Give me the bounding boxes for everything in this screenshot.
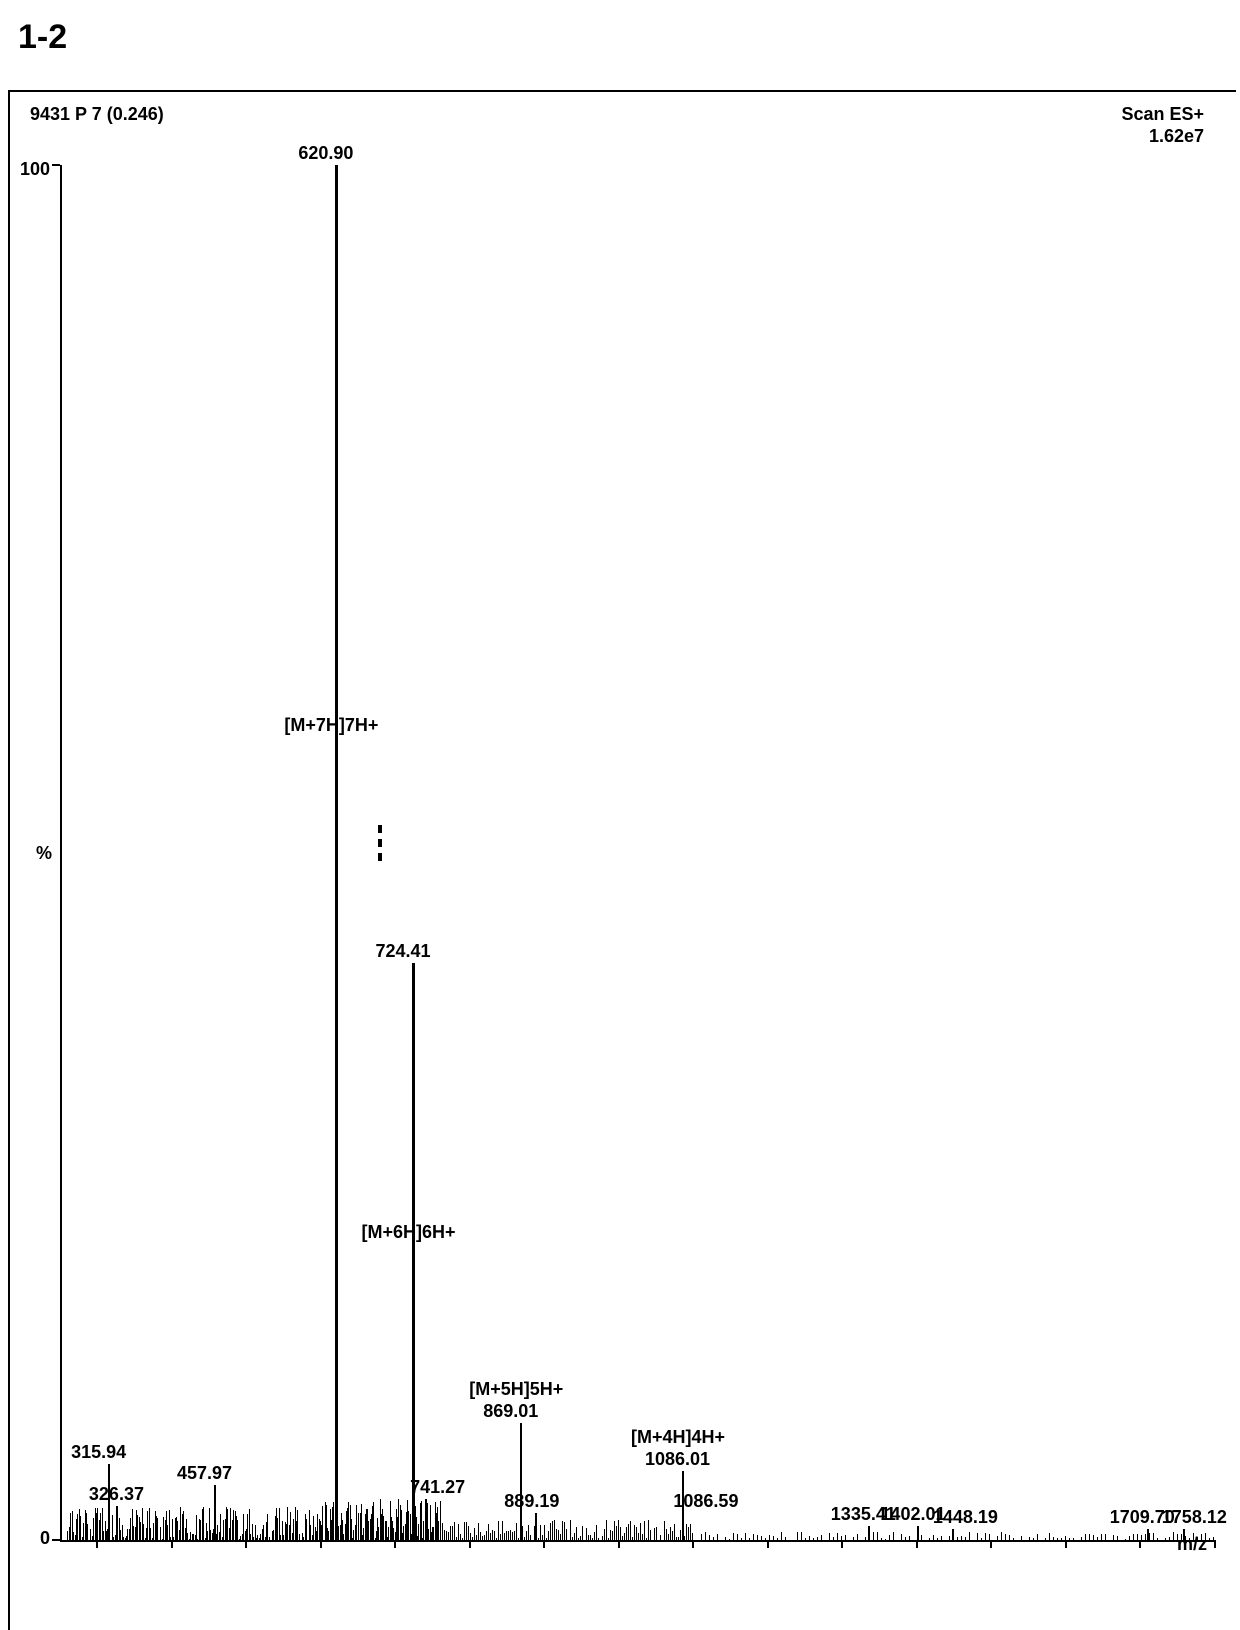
peak-annotation: [M+7H]7H+ bbox=[284, 715, 378, 736]
peak-mz-label: 620.90 bbox=[298, 143, 353, 164]
x-tick bbox=[469, 1540, 471, 1548]
spectrum-peak bbox=[412, 963, 415, 1541]
figure-title: 1-2 bbox=[18, 18, 67, 57]
x-tick bbox=[171, 1540, 173, 1548]
x-tick bbox=[320, 1540, 322, 1548]
spectrum-peak bbox=[868, 1526, 870, 1540]
x-tick bbox=[1139, 1540, 1141, 1548]
peak-mz-label: 741.27 bbox=[410, 1477, 465, 1498]
peak-mz-label: 1758.12 bbox=[1162, 1507, 1227, 1528]
x-tick bbox=[245, 1540, 247, 1548]
x-tick bbox=[692, 1540, 694, 1548]
x-tick bbox=[767, 1540, 769, 1548]
peak-annotation: [M+4H]4H+ bbox=[631, 1427, 725, 1448]
x-tick bbox=[990, 1540, 992, 1548]
peak-mz-label: 1086.01 bbox=[645, 1449, 710, 1470]
dotted-mark bbox=[378, 825, 382, 861]
spectrum-peak bbox=[214, 1485, 216, 1540]
y-tick-label: 0 bbox=[40, 1528, 50, 1549]
noise-baseline bbox=[60, 165, 1215, 1540]
spectrum-peak bbox=[425, 1499, 427, 1540]
peak-mz-label: 326.37 bbox=[89, 1484, 144, 1505]
spectrum-peak bbox=[1147, 1529, 1149, 1540]
spectrum-peak bbox=[682, 1513, 684, 1541]
spectrum-peak bbox=[335, 165, 338, 1540]
spectrum-peak bbox=[535, 1513, 537, 1541]
spectrum-peak bbox=[917, 1526, 919, 1540]
y-tick bbox=[52, 164, 60, 166]
y-axis-label: % bbox=[36, 843, 52, 864]
spectrum-peak bbox=[520, 1423, 522, 1540]
x-tick bbox=[543, 1540, 545, 1548]
spectrum-peak bbox=[116, 1506, 118, 1540]
x-axis-line bbox=[60, 1540, 1215, 1542]
y-tick-label: 100 bbox=[20, 159, 50, 180]
page: 1-2 9431 P 7 (0.246) Scan ES+ 1.62e7 % m… bbox=[0, 0, 1240, 1630]
x-tick bbox=[841, 1540, 843, 1548]
peak-mz-label: 315.94 bbox=[71, 1442, 126, 1463]
peak-mz-label: 724.41 bbox=[376, 941, 431, 962]
x-tick bbox=[96, 1540, 98, 1548]
x-tick bbox=[1065, 1540, 1067, 1548]
peak-mz-label: 869.01 bbox=[483, 1401, 538, 1422]
header-left-label: 9431 P 7 (0.246) bbox=[30, 104, 164, 125]
peak-mz-label: 1086.59 bbox=[673, 1491, 738, 1512]
peak-mz-label: 1448.19 bbox=[933, 1507, 998, 1528]
x-tick bbox=[394, 1540, 396, 1548]
spectrum-peak bbox=[1183, 1529, 1185, 1540]
y-tick bbox=[52, 1539, 60, 1541]
x-tick bbox=[1214, 1540, 1216, 1548]
peak-annotation: [M+5H]5H+ bbox=[469, 1379, 563, 1400]
x-tick bbox=[618, 1540, 620, 1548]
x-tick bbox=[916, 1540, 918, 1548]
header-right-line2: 1.62e7 bbox=[1149, 126, 1204, 147]
peak-mz-label: 889.19 bbox=[504, 1491, 559, 1512]
peak-mz-label: 457.97 bbox=[177, 1463, 232, 1484]
peak-annotation: [M+6H]6H+ bbox=[362, 1222, 456, 1243]
spectrum-peak bbox=[952, 1529, 954, 1540]
header-right-line1: Scan ES+ bbox=[1121, 104, 1204, 125]
